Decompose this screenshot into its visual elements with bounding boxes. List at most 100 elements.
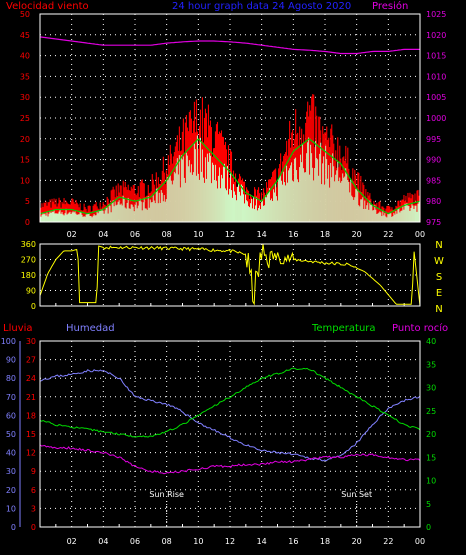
wind-tick-label: 45	[20, 31, 30, 40]
temperature-tick-label: 20	[426, 430, 436, 439]
wind-tick-label: 50	[20, 10, 30, 19]
humidity-tick-label: 0	[11, 523, 16, 532]
rain-tick-label: 21	[26, 393, 36, 402]
temperature-tick-label: 30	[426, 384, 436, 393]
humidity-tick-label: 50	[6, 430, 16, 439]
x-tick-label: 12	[225, 537, 235, 546]
humidity-axis-label: Humedad	[66, 323, 115, 334]
x-tick-label: 22	[383, 537, 393, 546]
sunrise-label: Sun Rise	[149, 490, 184, 499]
x-tick-label: 22	[383, 230, 393, 239]
temperature-tick-label: 10	[426, 477, 436, 486]
x-tick-label: 06	[130, 230, 140, 239]
x-tick-label: 08	[162, 230, 172, 239]
temperature-tick-label: 25	[426, 407, 436, 416]
x-tick-label: 18	[320, 230, 330, 239]
temperature-tick-label: 40	[426, 337, 436, 346]
rain-tick-label: 24	[26, 374, 36, 383]
wind-tick-label: 40	[20, 52, 30, 61]
compass-label: N	[435, 240, 442, 251]
pressure-tick-label: 1015	[426, 52, 446, 61]
humidity-tick-label: 60	[6, 411, 16, 420]
compass-label: W	[434, 256, 444, 267]
wind-pressure-plot: 0510152025303540455097598098599099510001…	[20, 10, 447, 239]
wind-average-line	[39, 138, 421, 215]
pressure-tick-label: 975	[426, 218, 441, 227]
temperature-axis-label: Temperatura	[311, 323, 376, 334]
pressure-line	[39, 36, 420, 55]
pressure-tick-label: 1005	[426, 93, 446, 102]
compass-label: S	[436, 272, 442, 283]
temperature-tick-label: 15	[426, 453, 436, 462]
wind-tick-label: 5	[25, 197, 30, 206]
x-tick-label: 18	[320, 537, 330, 546]
wind-tick-label: 35	[20, 72, 30, 81]
humidity-tick-label: 10	[6, 504, 16, 513]
temperature-tick-label: 35	[426, 360, 436, 369]
rain-tick-label: 30	[26, 337, 36, 346]
x-tick-label: 08	[162, 537, 172, 546]
x-tick-label: 02	[67, 230, 77, 239]
rain-tick-label: 6	[31, 486, 36, 495]
humidity-tick-label: 40	[6, 449, 16, 458]
rain-tick-label: 9	[31, 467, 36, 476]
rain-tick-label: 12	[26, 449, 36, 458]
x-tick-label: 04	[98, 230, 108, 239]
x-tick-label: 00	[415, 537, 425, 546]
x-tick-label: 10	[193, 230, 203, 239]
pressure-tick-label: 1000	[426, 114, 446, 123]
pressure-tick-label: 980	[426, 197, 441, 206]
x-tick-label: 10	[193, 537, 203, 546]
wind-tick-label: 0	[25, 218, 30, 227]
pressure-tick-label: 985	[426, 176, 441, 185]
dewpoint-line	[39, 444, 421, 475]
wind-tick-label: 10	[20, 176, 30, 185]
humidity-tick-label: 80	[6, 374, 16, 383]
rain-tick-label: 0	[31, 523, 36, 532]
direction-tick-label: 270	[21, 256, 36, 265]
dewpoint-axis-label: Punto rocío	[392, 322, 448, 334]
direction-tick-label: 90	[26, 287, 36, 296]
direction-tick-label: 180	[21, 271, 36, 280]
x-tick-label: 02	[67, 537, 77, 546]
x-tick-label: 04	[98, 537, 108, 546]
temperature-tick-label: 0	[426, 523, 431, 532]
x-tick-label: 14	[257, 537, 267, 546]
temperature-line	[39, 367, 421, 438]
plot-frame	[39, 340, 421, 528]
x-tick-label: 06	[130, 537, 140, 546]
humidity-tick-label: 100	[1, 337, 16, 346]
compass-label: E	[436, 288, 442, 299]
wind-direction-line	[39, 243, 421, 307]
pressure-tick-label: 1010	[426, 72, 446, 81]
wind-tick-label: 15	[20, 156, 30, 165]
humidity-tick-label: 20	[6, 486, 16, 495]
x-tick-label: 20	[352, 230, 362, 239]
rain-tick-label: 27	[26, 356, 36, 365]
x-tick-label: 00	[415, 230, 425, 239]
wind-speed-axis-label: Velocidad viento	[6, 1, 89, 12]
plot-frame	[39, 243, 421, 307]
plot-frame	[39, 13, 421, 223]
humidity-tick-label: 30	[6, 467, 16, 476]
pressure-axis-label: Presión	[372, 0, 408, 12]
x-tick-label: 12	[225, 230, 235, 239]
wind-tick-label: 20	[20, 135, 30, 144]
x-tick-label: 16	[288, 537, 298, 546]
rain-tick-label: 15	[26, 430, 36, 439]
humidity-line	[39, 369, 421, 462]
wind-tick-label: 25	[20, 114, 30, 123]
humidity-tick-label: 90	[6, 356, 16, 365]
direction-tick-label: 360	[21, 240, 36, 249]
chart-title: 24 hour graph data 24 Agosto 2020	[172, 1, 351, 12]
sunset-label: Sun Set	[341, 490, 372, 499]
x-tick-label: 20	[352, 537, 362, 546]
pressure-tick-label: 990	[426, 156, 441, 165]
rain-tick-label: 18	[26, 411, 36, 420]
rain-tick-label: 3	[31, 504, 36, 513]
compass-label: N	[435, 304, 442, 315]
direction-tick-label: 0	[31, 302, 36, 311]
